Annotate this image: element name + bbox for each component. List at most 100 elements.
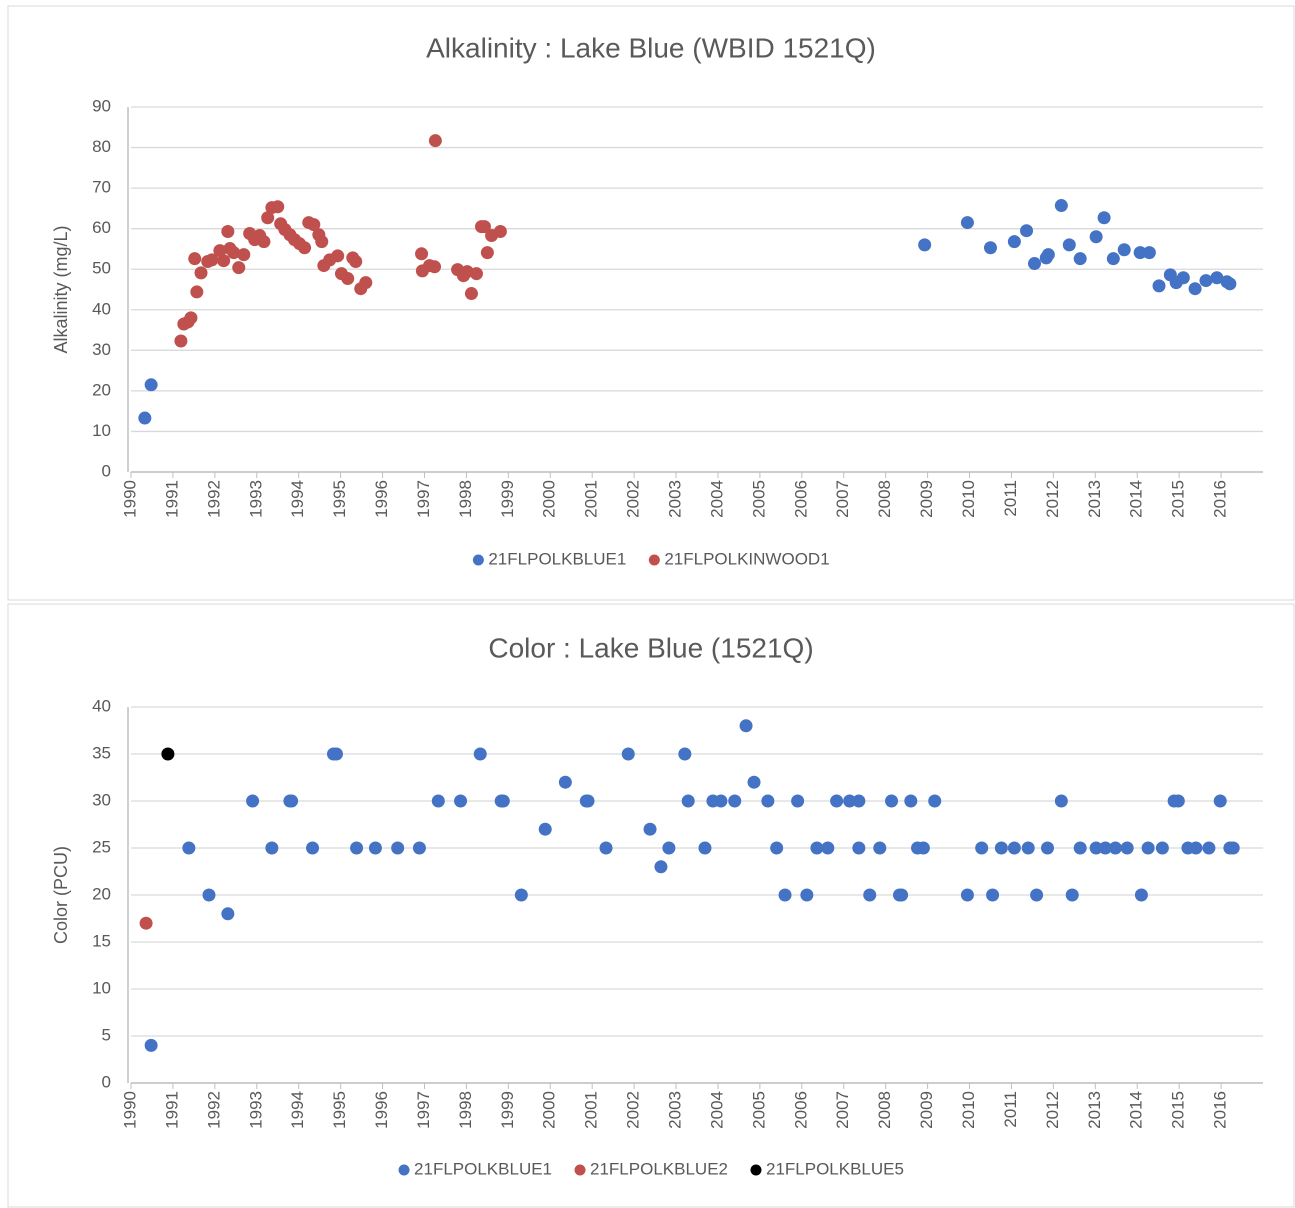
data-point xyxy=(1054,794,1068,808)
x-tick-label: 2008 xyxy=(875,480,894,518)
data-point xyxy=(728,794,742,808)
data-point xyxy=(975,841,989,855)
data-point xyxy=(1210,271,1224,285)
data-point xyxy=(1030,888,1044,902)
data-point xyxy=(791,794,805,808)
x-tick-label: 1995 xyxy=(330,480,349,518)
data-point xyxy=(873,841,887,855)
x-tick-label: 1999 xyxy=(498,1091,517,1129)
data-point xyxy=(621,747,635,761)
data-point xyxy=(182,841,196,855)
data-point xyxy=(221,225,235,239)
data-point xyxy=(428,260,442,274)
data-point xyxy=(473,747,487,761)
x-tick-label: 2005 xyxy=(749,480,768,518)
data-point xyxy=(800,888,814,902)
data-point xyxy=(205,253,219,267)
data-point xyxy=(138,411,152,425)
x-tick-label: 1999 xyxy=(498,480,517,518)
x-tick-label: 2016 xyxy=(1211,1091,1230,1129)
data-point xyxy=(514,888,528,902)
data-point xyxy=(821,841,835,855)
x-tick-label: 2014 xyxy=(1127,1091,1146,1129)
legend-label: 21FLPOLKBLUE1 xyxy=(488,549,626,568)
data-point xyxy=(778,888,792,902)
data-point xyxy=(895,888,909,902)
data-point xyxy=(464,287,478,301)
y-tick-label: 35 xyxy=(92,743,111,762)
y-tick-label: 70 xyxy=(92,178,111,197)
data-point xyxy=(581,794,595,808)
data-point xyxy=(747,775,761,789)
y-tick-label: 5 xyxy=(102,1025,111,1044)
data-point xyxy=(1134,888,1148,902)
data-point xyxy=(232,261,246,275)
y-tick-label: 60 xyxy=(92,218,111,237)
x-tick-label: 1990 xyxy=(120,1091,139,1129)
data-point xyxy=(368,841,382,855)
y-tick-label: 40 xyxy=(92,696,111,715)
legend-label: 21FLPOLKINWOOD1 xyxy=(664,549,829,568)
data-point xyxy=(227,246,241,260)
data-point xyxy=(412,841,426,855)
x-tick-label: 1993 xyxy=(246,480,265,518)
x-tick-label: 2010 xyxy=(959,480,978,518)
data-point xyxy=(391,841,405,855)
x-tick-label: 2011 xyxy=(1001,1091,1020,1128)
x-tick-label: 1998 xyxy=(456,480,475,518)
data-point xyxy=(843,794,857,808)
data-point xyxy=(983,241,997,255)
data-point xyxy=(261,211,275,225)
x-tick-label: 2012 xyxy=(1043,480,1062,518)
data-point xyxy=(1152,279,1166,293)
data-point xyxy=(331,249,345,263)
data-point xyxy=(307,218,321,232)
x-tick-label: 1990 xyxy=(120,480,139,518)
x-tick-label: 2001 xyxy=(582,1091,601,1129)
data-point xyxy=(221,907,235,921)
data-point xyxy=(1189,841,1203,855)
data-point xyxy=(863,888,877,902)
data-point xyxy=(662,841,676,855)
data-point xyxy=(1062,238,1076,252)
data-point xyxy=(349,255,363,269)
data-point xyxy=(1142,246,1156,260)
data-point xyxy=(359,276,373,290)
x-tick-label: 2006 xyxy=(791,1091,810,1129)
x-tick-label: 2002 xyxy=(624,1091,643,1129)
legend-marker xyxy=(574,1164,586,1176)
data-point xyxy=(538,822,552,836)
x-tick-label: 1994 xyxy=(288,480,307,518)
data-point xyxy=(599,841,613,855)
data-point xyxy=(830,794,844,808)
data-point xyxy=(217,254,231,268)
data-point xyxy=(144,378,158,392)
data-point xyxy=(1054,199,1068,213)
x-tick-label: 1992 xyxy=(204,480,223,518)
x-tick-label: 1997 xyxy=(414,480,433,518)
data-point xyxy=(960,888,974,902)
data-point xyxy=(678,747,692,761)
x-tick-label: 2008 xyxy=(875,1091,894,1129)
data-point xyxy=(852,841,866,855)
data-point xyxy=(1106,252,1120,266)
x-tick-label: 2013 xyxy=(1085,1091,1104,1129)
y-tick-label: 20 xyxy=(92,884,111,903)
x-tick-label: 2006 xyxy=(791,480,810,518)
x-tick-label: 2009 xyxy=(917,480,936,518)
data-point xyxy=(1141,841,1155,855)
data-point xyxy=(144,1038,158,1052)
data-point xyxy=(306,841,320,855)
data-point xyxy=(415,247,429,261)
legend-label: 21FLPOLKBLUE1 xyxy=(414,1159,552,1178)
x-tick-label: 2000 xyxy=(540,1091,559,1129)
data-point xyxy=(298,241,312,255)
data-point xyxy=(496,794,510,808)
y-tick-label: 30 xyxy=(92,340,111,359)
data-point xyxy=(1226,841,1240,855)
data-point xyxy=(928,794,942,808)
data-point xyxy=(188,252,202,266)
x-tick-label: 2013 xyxy=(1085,480,1104,518)
legend-marker xyxy=(648,554,660,566)
data-point xyxy=(852,794,866,808)
